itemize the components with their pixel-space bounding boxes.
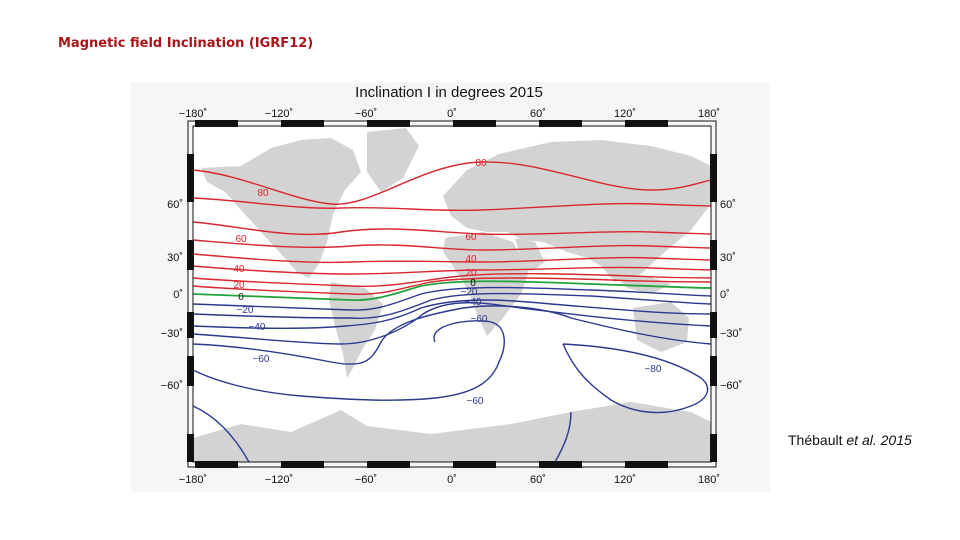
eurasia [443, 140, 711, 282]
antarctica [193, 402, 711, 462]
contour-line-60 [192, 221, 712, 236]
contour-label: 60 [235, 234, 247, 245]
arabia [515, 238, 545, 272]
contour-line-m60-loop [192, 320, 505, 401]
contour-line-40 [192, 253, 712, 264]
contour-label: −20 [237, 305, 254, 316]
left-tick-labels: 60˚ 30˚ 0˚ −30˚ −60˚ [161, 199, 183, 392]
citation: Thébault et al. 2015 [788, 432, 912, 448]
frame-scale-bars [187, 120, 717, 468]
top-tick: −180˚ [179, 108, 207, 120]
contour-line-m80 [562, 343, 709, 414]
right-tick: 60˚ [720, 199, 736, 211]
contour-label: −60 [471, 314, 488, 325]
contour-line-20 [192, 272, 712, 288]
contour-label: −60 [253, 354, 270, 365]
left-tick: 30˚ [167, 252, 183, 264]
contour-line-80 [192, 161, 712, 205]
bottom-tick: 120˚ [614, 474, 636, 486]
citation-year: 2015 [880, 432, 912, 448]
contour-label: −20 [461, 287, 478, 298]
right-tick-labels: 60˚ 30˚ 0˚ −30˚ −60˚ [720, 199, 742, 392]
contour-labels: 80 80 60 60 40 40 20 20 0 0 −20 −20 −40 … [233, 158, 661, 407]
right-tick: −30˚ [720, 328, 742, 340]
citation-etal: et al. [846, 432, 877, 448]
left-tick: −60˚ [161, 380, 183, 392]
top-tick: 120˚ [614, 108, 636, 120]
bottom-tick: −60˚ [355, 474, 377, 486]
left-tick: −30˚ [161, 328, 183, 340]
contour-line-m60-north [192, 305, 712, 365]
bottom-tick-labels: −180˚ −120˚ −60˚ 0˚ 60˚ 120˚ 180˚ [179, 474, 720, 486]
contour-label: 40 [465, 254, 477, 265]
top-tick-labels: −180˚ −120˚ −60˚ 0˚ 60˚ 120˚ 180˚ [179, 108, 720, 120]
top-tick: 0˚ [447, 108, 457, 120]
contour-line-0 [192, 280, 712, 301]
north-america [201, 138, 361, 278]
contour-line-m70-south [192, 405, 572, 463]
contour-label: 0 [238, 292, 244, 303]
top-tick: 180˚ [698, 108, 720, 120]
bottom-tick: −120˚ [265, 474, 293, 486]
contour-label: 80 [257, 188, 269, 199]
contour-line-m10 [192, 286, 712, 311]
southeast-asia [613, 272, 671, 294]
inclination-map: Inclination I in degrees 2015 [161, 84, 743, 486]
top-tick: 60˚ [530, 108, 546, 120]
inclination-map-figure: Inclination I in degrees 2015 [131, 82, 770, 492]
left-tick: 60˚ [167, 199, 183, 211]
contour-label: 80 [475, 158, 487, 169]
contour-label: −40 [249, 322, 266, 333]
bottom-tick: 180˚ [698, 474, 720, 486]
contour-line-50 [192, 239, 712, 251]
contour-label: −60 [467, 396, 484, 407]
contour-label: 0 [470, 278, 476, 289]
contour-label: 60 [465, 232, 477, 243]
south-america [329, 282, 383, 378]
right-tick: 0˚ [720, 289, 730, 301]
contour-lines [192, 161, 712, 463]
top-tick: −60˚ [355, 108, 377, 120]
right-tick: 30˚ [720, 252, 736, 264]
africa [443, 232, 529, 336]
contour-line-m40 [192, 302, 712, 345]
slide-title: Magnetic field Inclination (IGRF12) [58, 36, 314, 51]
map-title: Inclination I in degrees 2015 [355, 84, 543, 101]
contour-line-30 [192, 265, 712, 275]
contour-label: −40 [465, 297, 482, 308]
right-tick: −60˚ [720, 380, 742, 392]
bottom-tick: 60˚ [530, 474, 546, 486]
left-tick: 0˚ [173, 289, 183, 301]
citation-author: Thébault [788, 432, 843, 448]
continents [193, 128, 711, 462]
contour-label: 20 [233, 280, 245, 291]
map-frame-outer [187, 120, 717, 468]
contour-line-m30 [192, 299, 712, 329]
contour-line-10 [192, 277, 712, 296]
top-tick: −120˚ [265, 108, 293, 120]
map-frame [192, 125, 712, 463]
contour-label: 40 [233, 264, 245, 275]
greenland [367, 128, 419, 192]
contour-line-m20 [192, 292, 712, 320]
bottom-tick: 0˚ [447, 474, 457, 486]
contour-line-70 [192, 197, 712, 212]
contour-label: 20 [465, 268, 477, 279]
bottom-tick: −180˚ [179, 474, 207, 486]
contour-label: −80 [645, 364, 662, 375]
